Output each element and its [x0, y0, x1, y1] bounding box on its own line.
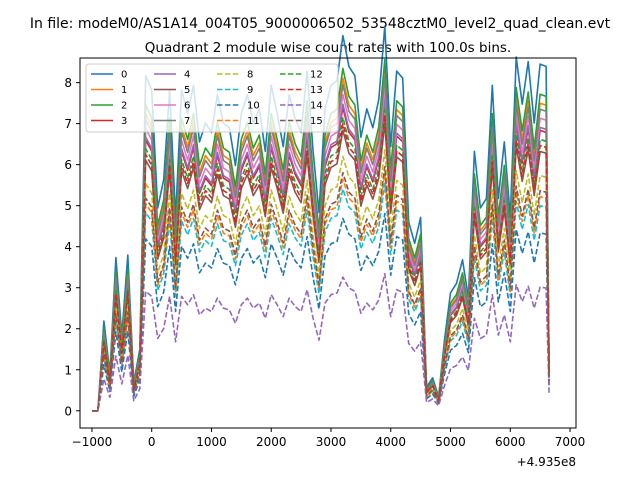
- y-tick-label: 6: [64, 158, 72, 172]
- legend-label: 5: [184, 85, 190, 96]
- legend-label: 7: [184, 116, 190, 127]
- legend-label: 3: [121, 116, 127, 127]
- legend-label: 4: [184, 70, 190, 81]
- y-tick-label: 1: [64, 363, 72, 377]
- figure-suptitle: In file: modeM0/AS1A14_004T05_9000006502…: [30, 16, 611, 32]
- series-line-10: [92, 212, 550, 412]
- series-line-14: [92, 272, 550, 412]
- legend-box: [85, 63, 339, 133]
- x-tick-label: 0: [148, 435, 156, 449]
- series-line-7: [92, 75, 550, 412]
- x-tick-label: 6000: [495, 435, 526, 449]
- legend-label: 11: [247, 116, 260, 127]
- legend-label: 12: [310, 70, 323, 81]
- x-tick-label: 4000: [375, 435, 406, 449]
- legend-label: 6: [184, 101, 190, 112]
- legend-label: 10: [247, 101, 260, 112]
- legend-label: 0: [121, 70, 127, 81]
- plot-frame: [79, 57, 577, 429]
- series-line-15: [92, 165, 550, 412]
- legend-label: 1: [121, 85, 127, 96]
- legend-label: 14: [310, 101, 323, 112]
- x-tick-label: 1000: [196, 435, 227, 449]
- series-line-8: [92, 149, 550, 412]
- y-tick-label: 0: [64, 404, 72, 418]
- y-tick-label: 8: [64, 76, 72, 90]
- x-tick-label: 7000: [555, 435, 586, 449]
- x-axis-ticks: −1000 0 1000 2000 3000 4000 5000 6000 7000: [72, 428, 586, 449]
- legend-label: 15: [310, 116, 323, 127]
- y-tick-label: 5: [64, 199, 72, 213]
- legend-label: 8: [247, 70, 253, 81]
- x-axis-offset-label: +4.935e8: [517, 455, 576, 469]
- chart-title: Quadrant 2 module wise count rates with …: [145, 40, 511, 56]
- x-tick-label: −1000: [72, 435, 113, 449]
- y-tick-label: 7: [64, 117, 72, 131]
- legend-label: 9: [247, 85, 253, 96]
- y-tick-label: 3: [64, 281, 72, 295]
- x-tick-label: 3000: [316, 435, 347, 449]
- legend-label: 2: [121, 101, 127, 112]
- y-axis-ticks: 0 1 2 3 4 5 6 7 8: [64, 76, 80, 418]
- x-tick-label: 2000: [256, 435, 287, 449]
- x-tick-label: 5000: [435, 435, 466, 449]
- legend-label: 13: [310, 85, 323, 96]
- y-tick-label: 4: [64, 240, 72, 254]
- series-line-13: [92, 115, 550, 412]
- y-tick-label: 2: [64, 322, 72, 336]
